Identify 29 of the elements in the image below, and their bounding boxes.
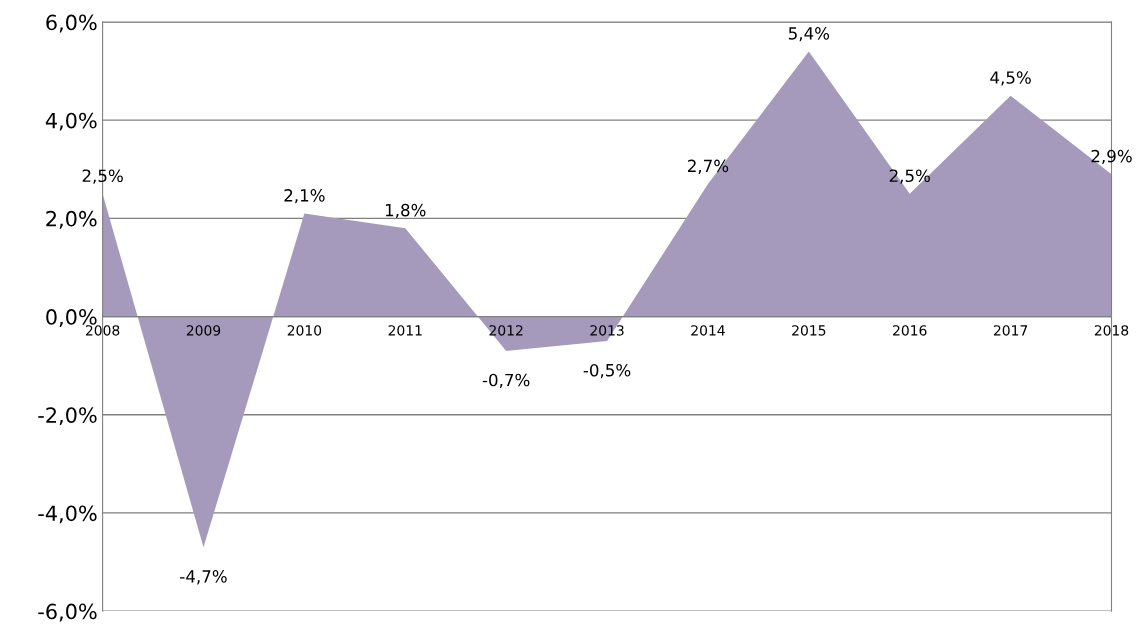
y-tick-label: 6,0% [46, 14, 97, 33]
data-label: 4,5% [990, 71, 1031, 86]
y-tick-label: -6,0% [38, 603, 97, 622]
data-label: 1,8% [385, 203, 426, 219]
y-tick-label: 4,0% [45, 112, 97, 131]
x-tick-label: 2014 [691, 325, 725, 336]
data-label: -4,7% [180, 570, 227, 585]
y-tick-label: -2,0% [38, 407, 97, 426]
data-label: 2,9% [1091, 149, 1132, 165]
x-tick-label: 2018 [1094, 325, 1129, 336]
y-tick-label: 2,0% [46, 210, 97, 229]
x-tick-label: 2016 [893, 325, 927, 336]
data-label: -0,7% [482, 373, 530, 389]
x-tick-label: 2012 [489, 325, 523, 336]
data-label: -0,5% [583, 363, 631, 379]
data-label: 2,7% [687, 159, 729, 174]
x-tick-label: 2013 [590, 325, 624, 336]
x-tick-label: 2009 [186, 325, 221, 336]
data-label: 2,1% [284, 189, 325, 204]
x-tick-label: 2010 [287, 325, 322, 336]
x-tick-label: 2017 [993, 325, 1028, 336]
x-tick-label: 2008 [85, 325, 120, 336]
data-label: 2,5% [889, 169, 930, 184]
x-tick-label: 2015 [792, 325, 826, 336]
x-tick-label: 2011 [388, 325, 422, 336]
y-tick-label: 0,0% [46, 309, 97, 327]
y-tick-label: -4,0% [38, 505, 97, 524]
data-label: 2,5% [82, 169, 123, 184]
data-label: 5,4% [788, 27, 830, 42]
